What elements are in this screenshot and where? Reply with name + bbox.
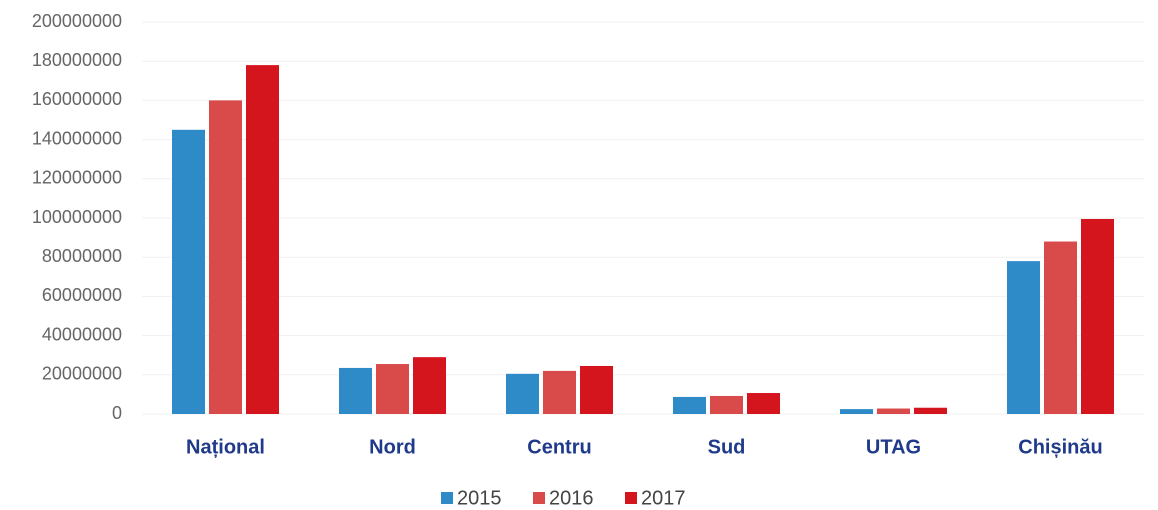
bar bbox=[506, 373, 539, 414]
bar bbox=[877, 408, 910, 414]
y-tick-label: 0 bbox=[112, 403, 122, 423]
x-tick-label: UTAG bbox=[866, 436, 921, 458]
x-tick-label: Nord bbox=[369, 436, 416, 458]
y-tick-label: 120000000 bbox=[32, 168, 122, 188]
legend-swatch bbox=[441, 492, 453, 504]
bar bbox=[246, 65, 279, 415]
bar bbox=[209, 100, 242, 415]
bar bbox=[710, 395, 743, 414]
bar bbox=[747, 393, 780, 414]
y-tick-label: 160000000 bbox=[32, 89, 122, 109]
bar bbox=[580, 365, 613, 414]
y-tick-label: 80000000 bbox=[42, 246, 122, 266]
x-tick-label: Sud bbox=[708, 436, 746, 458]
legend-label: 2016 bbox=[549, 487, 594, 509]
y-tick-label: 180000000 bbox=[32, 50, 122, 70]
y-tick-label: 140000000 bbox=[32, 128, 122, 148]
bar bbox=[914, 407, 947, 414]
y-tick-label: 20000000 bbox=[42, 364, 122, 384]
bar bbox=[1044, 241, 1077, 414]
legend-swatch bbox=[533, 492, 545, 504]
bar bbox=[413, 357, 446, 414]
x-tick-label: Chișinău bbox=[1018, 436, 1102, 458]
bar bbox=[1007, 261, 1040, 414]
bar bbox=[376, 364, 409, 414]
y-tick-label: 100000000 bbox=[32, 207, 122, 227]
bar bbox=[172, 129, 205, 415]
bar bbox=[673, 396, 706, 414]
x-tick-label: Centru bbox=[527, 436, 591, 458]
bar bbox=[339, 367, 372, 414]
bar bbox=[543, 370, 576, 414]
y-tick-label: 40000000 bbox=[42, 324, 122, 344]
legend-swatch bbox=[625, 492, 637, 504]
legend-label: 2015 bbox=[457, 487, 502, 509]
y-tick-label: 60000000 bbox=[42, 285, 122, 305]
y-tick-label: 200000000 bbox=[32, 11, 122, 31]
legend-label: 2017 bbox=[641, 487, 686, 509]
x-tick-label: Național bbox=[186, 436, 265, 458]
bar bbox=[1081, 218, 1114, 414]
bar bbox=[840, 409, 873, 414]
